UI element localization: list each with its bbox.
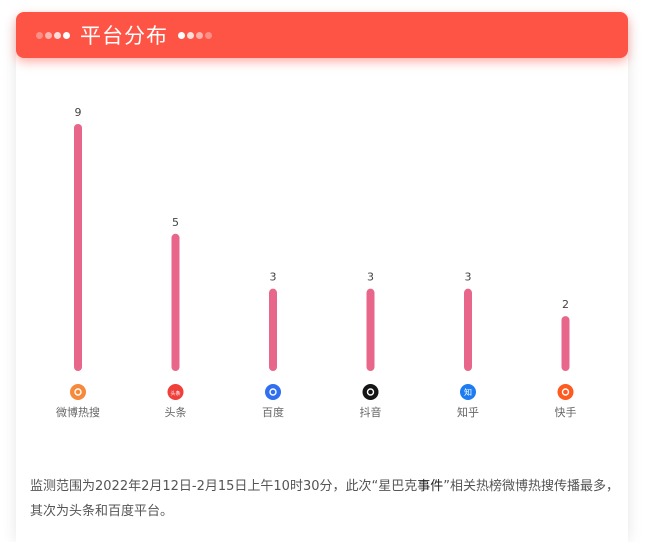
bar-5	[561, 316, 570, 371]
weibo-icon-glyph	[74, 388, 82, 396]
decorative-dots-right	[178, 31, 212, 39]
tick-label-3: 抖音	[360, 405, 382, 419]
tick-label-2: 百度	[262, 405, 284, 419]
section-title: 平台分布	[80, 24, 168, 48]
douyin-icon	[362, 384, 379, 400]
tick-label-1: 头条	[165, 405, 187, 419]
baidu-icon-glyph	[269, 388, 277, 396]
bar-1	[171, 233, 180, 371]
bar-0	[74, 124, 82, 371]
toutiao-icon-glyph: 头条	[170, 390, 180, 397]
data-label-5: 2	[562, 298, 569, 311]
bar-2	[269, 288, 277, 371]
weibo-icon	[70, 384, 86, 400]
description-text-3: ”相关热榜微博热搜传播最多，其次为头条和百度平台。	[30, 479, 619, 519]
data-label-3: 3	[367, 271, 374, 284]
data-label-1: 5	[172, 216, 179, 229]
chart-description: 监测范围为2022年2月12日-2月15日上午10时30分，此次“星巴克事件”相…	[30, 474, 620, 524]
data-label-2: 3	[270, 271, 277, 284]
kuaishou-icon	[557, 384, 574, 400]
chart-card	[16, 22, 628, 542]
douyin-icon-glyph	[366, 388, 375, 396]
tick-label-5: 快手	[555, 405, 577, 419]
tick-label-4: 知乎	[457, 405, 479, 419]
section-header: 平台分布	[16, 12, 628, 58]
tick-label-0: 微博热搜	[56, 405, 100, 419]
zhihu-icon-glyph: 知	[464, 387, 472, 397]
toutiao-icon	[167, 384, 184, 400]
bar-4	[464, 288, 472, 371]
description-text-2: 事件	[417, 479, 444, 494]
bar-3	[366, 288, 375, 371]
data-label-0: 9	[75, 106, 82, 119]
description-text-1: 监测范围为2022年2月12日-2月15日上午10时30分，此次“星巴克	[30, 479, 418, 494]
decorative-dots-left	[36, 31, 70, 39]
kuaishou-icon-glyph	[561, 388, 570, 396]
zhihu-icon	[460, 384, 476, 400]
baidu-icon	[265, 384, 281, 400]
data-label-4: 3	[465, 271, 472, 284]
